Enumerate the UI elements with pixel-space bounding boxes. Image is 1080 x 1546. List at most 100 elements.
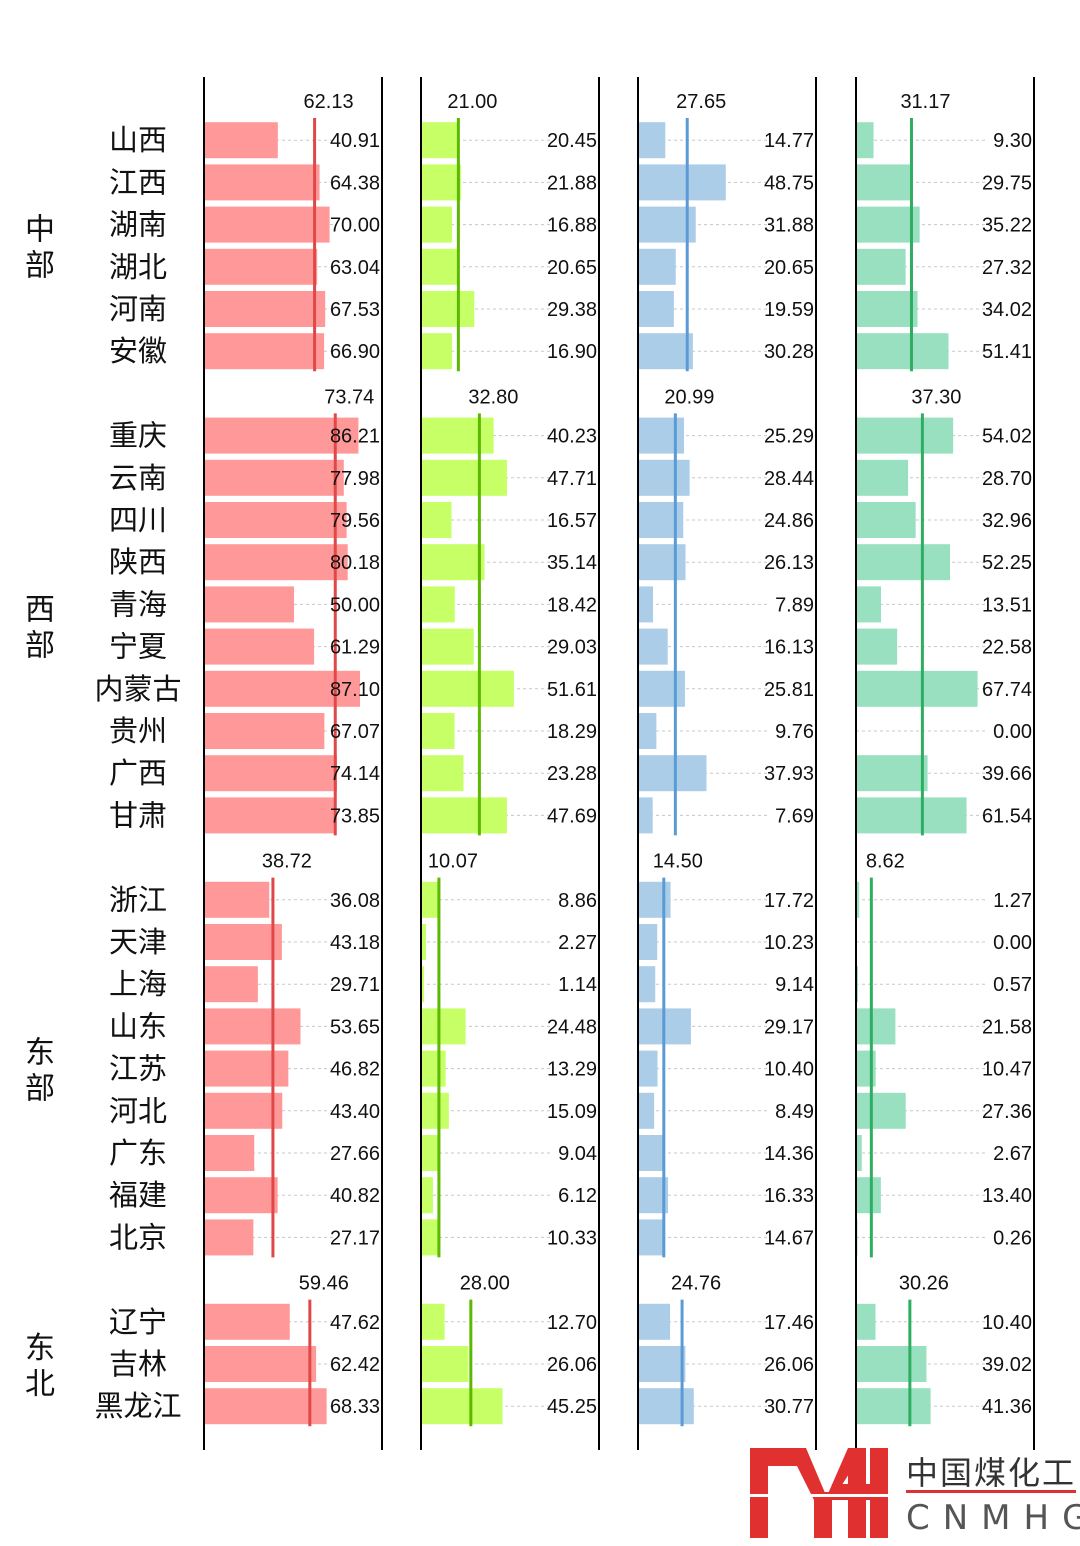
value-label: 62.42 <box>330 1354 380 1376</box>
value-label: 64.38 <box>330 172 380 194</box>
province-label: 吉林 <box>109 1347 167 1381</box>
bar <box>422 628 474 665</box>
province-label: 上海 <box>109 967 167 1001</box>
bar <box>422 164 461 201</box>
bar <box>857 797 967 834</box>
bar <box>205 1008 301 1045</box>
average-label: 37.30 <box>911 386 961 408</box>
value-label: 79.56 <box>330 510 380 532</box>
logo-name-cn: 中国煤化工 <box>906 1454 1077 1492</box>
value-label: 16.57 <box>547 510 597 532</box>
average-label: 30.26 <box>899 1273 949 1295</box>
value-label: 23.28 <box>547 763 597 785</box>
average-label: 32.80 <box>468 386 518 408</box>
province-label: 湖南 <box>109 208 167 242</box>
province-label: 湖北 <box>109 250 167 284</box>
value-label: 54.02 <box>982 426 1032 448</box>
value-label: 10.23 <box>764 932 814 954</box>
bar <box>639 755 707 792</box>
province-label: 河北 <box>109 1094 167 1128</box>
value-label: 40.82 <box>330 1185 380 1207</box>
bar <box>205 1388 327 1425</box>
value-label: 35.14 <box>547 552 597 574</box>
bar <box>205 1346 317 1382</box>
province-label: 浙江 <box>109 883 167 917</box>
bar <box>639 628 668 665</box>
value-label: 1.14 <box>558 974 597 996</box>
value-label: 40.23 <box>547 426 597 448</box>
value-label: 36.08 <box>330 890 380 912</box>
bar <box>857 122 874 159</box>
bar <box>639 924 658 960</box>
bar <box>857 1008 896 1045</box>
value-label: 34.02 <box>982 299 1032 321</box>
value-label: 9.30 <box>993 130 1032 152</box>
bar <box>422 1219 441 1256</box>
bar <box>205 1219 254 1256</box>
bar <box>639 459 690 496</box>
value-label: 13.51 <box>982 594 1032 616</box>
value-label: 53.65 <box>330 1016 380 1038</box>
bar <box>422 206 453 243</box>
bar <box>422 924 427 960</box>
province-label: 四川 <box>109 503 167 537</box>
bar <box>422 1388 503 1425</box>
bar <box>422 1008 466 1045</box>
mh-logo-mark <box>748 1448 898 1538</box>
bar <box>422 544 485 581</box>
bar <box>639 670 685 707</box>
value-label: 30.77 <box>764 1396 814 1418</box>
bar <box>422 248 459 285</box>
bar <box>205 1303 290 1340</box>
average-label: 59.46 <box>299 1273 349 1295</box>
value-label: 15.09 <box>547 1101 597 1123</box>
bar <box>639 1346 686 1382</box>
group-label: 东 <box>25 1036 55 1071</box>
value-label: 70.00 <box>330 215 380 237</box>
bar <box>639 291 674 327</box>
bar <box>639 966 656 1003</box>
province-label: 黑龙江 <box>94 1389 181 1423</box>
value-label: 35.22 <box>982 215 1032 237</box>
value-label: 21.58 <box>982 1016 1032 1038</box>
value-label: 17.46 <box>764 1312 814 1334</box>
bar <box>857 291 918 327</box>
bar <box>857 586 882 623</box>
value-label: 32.96 <box>982 510 1032 532</box>
value-label: 50.00 <box>330 594 380 616</box>
value-label: 43.40 <box>330 1101 380 1123</box>
bar <box>422 1346 469 1382</box>
bar <box>857 966 859 1003</box>
province-label: 福建 <box>109 1178 167 1212</box>
value-label: 77.98 <box>330 468 380 490</box>
value-label: 74.14 <box>330 763 380 785</box>
value-label: 10.33 <box>547 1227 597 1249</box>
bar <box>422 459 507 496</box>
value-label: 47.62 <box>330 1312 380 1334</box>
bar <box>205 1177 278 1214</box>
value-label: 28.44 <box>764 468 814 490</box>
bar <box>205 291 326 327</box>
bar <box>205 248 318 285</box>
average-label: 28.00 <box>460 1273 510 1295</box>
value-label: 29.17 <box>764 1016 814 1038</box>
average-label: 21.00 <box>447 91 497 113</box>
province-label: 贵州 <box>109 714 167 748</box>
value-label: 9.14 <box>775 974 814 996</box>
bar <box>639 1388 694 1425</box>
bar <box>205 333 325 370</box>
bar <box>857 1092 906 1129</box>
value-label: 8.49 <box>775 1101 814 1123</box>
value-label: 20.45 <box>547 130 597 152</box>
value-label: 31.88 <box>764 215 814 237</box>
bar <box>857 417 954 454</box>
bar <box>205 502 347 538</box>
bar <box>422 1092 449 1129</box>
group-label: 部 <box>25 249 55 284</box>
bar <box>639 586 654 623</box>
value-label: 18.29 <box>547 721 597 743</box>
value-label: 66.90 <box>330 341 380 363</box>
value-label: 9.76 <box>775 721 814 743</box>
value-label: 39.02 <box>982 1354 1032 1376</box>
province-label: 山东 <box>109 1009 167 1043</box>
